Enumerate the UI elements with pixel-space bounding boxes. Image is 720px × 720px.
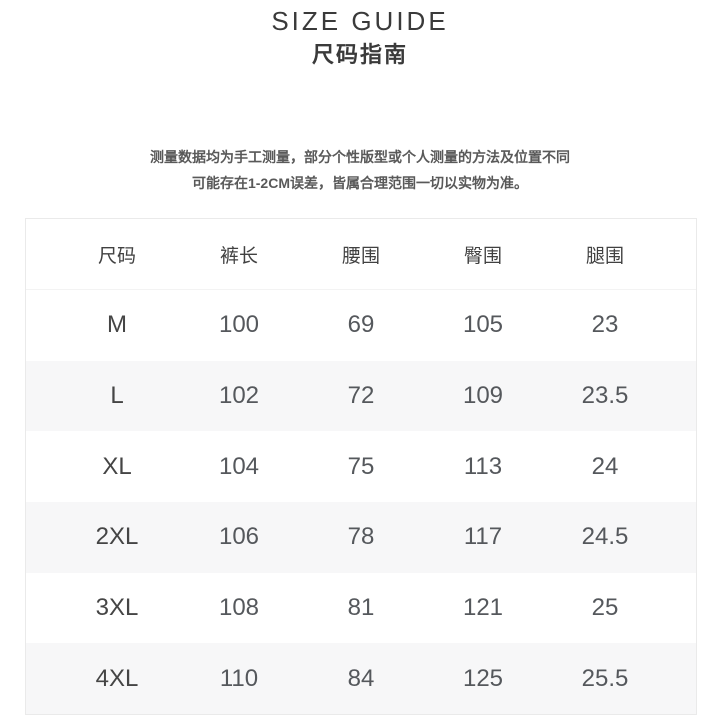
size-value: XL	[102, 452, 132, 480]
table-row: 3XL 108 81 121 25	[26, 573, 696, 644]
column-header-pants-length: 裤长	[219, 245, 258, 267]
waist-value: 69	[347, 311, 375, 339]
pants-length-value: 110	[219, 664, 259, 692]
thigh-value: 23	[591, 311, 619, 339]
column-header-hip: 臀围	[463, 245, 502, 267]
thigh-value: 24.5	[581, 523, 629, 551]
thigh-value: 23.5	[581, 382, 629, 410]
column-header-size: 尺码	[97, 245, 136, 267]
measurement-note: 测量数据均为手工测量，部分个性版型或个人测量的方法及位置不同 可能存在1-2CM…	[0, 144, 720, 196]
waist-value: 81	[347, 594, 375, 622]
table-row: M 100 69 105 23	[26, 290, 696, 361]
size-value: L	[110, 382, 124, 410]
hip-value: 105	[462, 311, 504, 339]
pants-length-value: 106	[218, 523, 260, 551]
waist-value: 78	[347, 523, 375, 551]
size-value: 2XL	[95, 523, 139, 551]
waist-value: 84	[347, 664, 375, 692]
pants-length-value: 108	[218, 594, 260, 622]
hip-value: 117	[463, 523, 503, 551]
pants-length-value: 102	[218, 382, 260, 410]
column-header-waist: 腰围	[341, 245, 380, 267]
waist-value: 72	[347, 382, 375, 410]
thigh-value: 25.5	[581, 664, 629, 692]
page-subtitle: 尺码指南	[311, 42, 408, 67]
column-header-thigh: 腿围	[585, 245, 624, 267]
size-value: 3XL	[95, 594, 139, 622]
table-row: L 102 72 109 23.5	[26, 360, 696, 432]
table-header-row: 尺码 裤长 腰围 臀围 腿围	[26, 219, 696, 290]
page-header: SIZE GUIDE 尺码指南	[0, 6, 720, 69]
table-row: 4XL 110 84 125 25.5	[26, 643, 696, 715]
pants-length-value: 100	[218, 311, 260, 339]
size-value: 4XL	[95, 664, 139, 692]
waist-value: 75	[347, 452, 375, 480]
hip-value: 113	[463, 452, 503, 480]
note-line-1: 测量数据均为手工测量，部分个性版型或个人测量的方法及位置不同	[150, 149, 570, 165]
table-row: XL 104 75 113 24	[26, 431, 696, 502]
size-table: 尺码 裤长 腰围 臀围 腿围 M 100 69 105 23 L 102 72 …	[25, 218, 697, 716]
page-title: SIZE GUIDE	[271, 6, 449, 36]
table-row: 2XL 106 78 117 24.5	[26, 502, 696, 573]
note-line-2: 可能存在1-2CM误差，皆属合理范围一切以实物为准。	[191, 175, 528, 191]
hip-value: 121	[462, 594, 504, 622]
size-value: M	[107, 311, 127, 339]
hip-value: 109	[462, 382, 504, 410]
thigh-value: 25	[591, 594, 619, 622]
pants-length-value: 104	[218, 452, 260, 480]
hip-value: 125	[462, 664, 504, 692]
thigh-value: 24	[591, 452, 619, 480]
